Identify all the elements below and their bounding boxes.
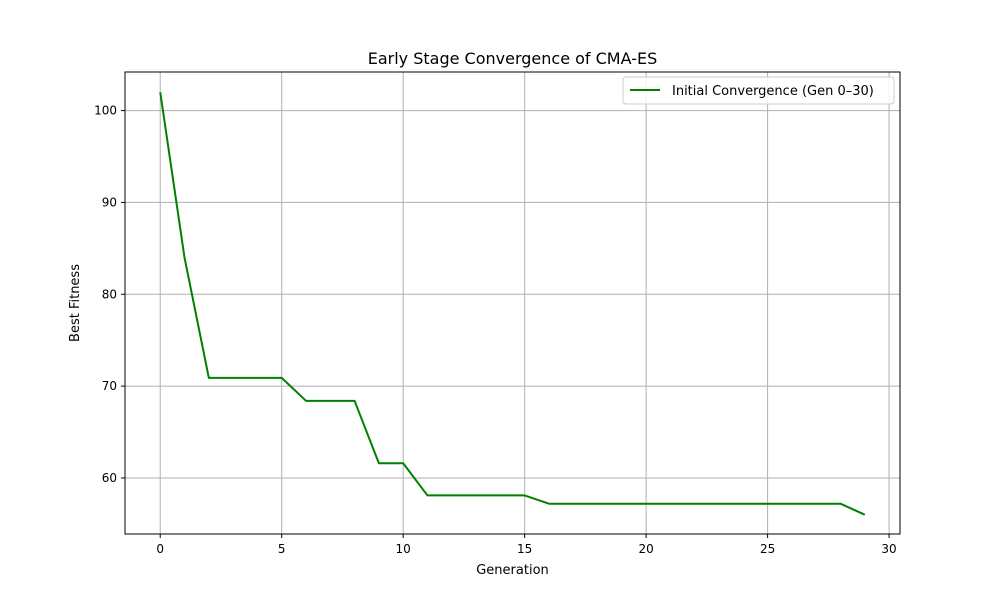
plot-lines	[159, 92, 866, 516]
legend-label: Initial Convergence (Gen 0–30)	[672, 84, 874, 99]
y-tick-label: 80	[102, 287, 117, 301]
x-tick-label: 25	[760, 542, 775, 556]
x-axis-label: Generation	[476, 563, 549, 578]
plot-frame	[124, 71, 901, 535]
x-tick-label: 0	[156, 542, 164, 556]
y-tick-label: 90	[102, 195, 117, 209]
chart-title: Early Stage Convergence of CMA-ES	[368, 49, 658, 68]
x-tick-label: 30	[881, 542, 896, 556]
y-tick-label: 100	[94, 104, 117, 118]
axis-ticks: 0 5 10 15 20 25 30 60 70 80 90 100	[94, 104, 897, 556]
y-tick-label: 60	[102, 471, 117, 485]
x-tick-label: 5	[278, 542, 286, 556]
grid	[125, 72, 900, 534]
x-tick-label: 20	[638, 542, 653, 556]
y-tick-label: 70	[102, 379, 117, 393]
legend: Initial Convergence (Gen 0–30)	[622, 76, 895, 105]
x-tick-label: 15	[517, 542, 532, 556]
x-tick-label: 10	[396, 542, 411, 556]
series-line-0	[159, 92, 866, 516]
y-axis-label: Best Fitness	[68, 264, 83, 342]
legend-box	[622, 76, 895, 105]
